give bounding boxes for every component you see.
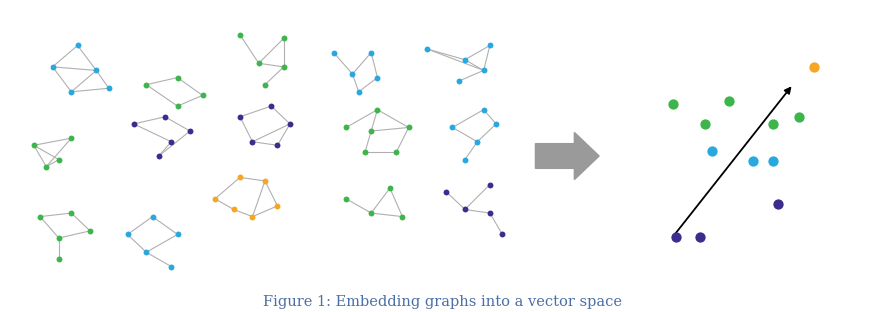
- Point: [65, 89, 79, 94]
- Point: [165, 139, 179, 144]
- Point: [233, 32, 247, 37]
- Point: [171, 104, 185, 109]
- Text: Figure 1: Embedding graphs into a vector space: Figure 1: Embedding graphs into a vector…: [263, 295, 622, 309]
- Point: [771, 201, 785, 206]
- Point: [458, 207, 472, 212]
- Point: [389, 150, 404, 155]
- Point: [345, 71, 359, 76]
- Point: [271, 143, 285, 148]
- Point: [277, 36, 291, 41]
- Point: [45, 64, 59, 69]
- Point: [445, 125, 459, 130]
- Point: [698, 121, 712, 126]
- Point: [127, 121, 141, 126]
- Point: [496, 232, 510, 237]
- Point: [489, 121, 504, 126]
- Point: [439, 189, 453, 194]
- Point: [705, 148, 720, 153]
- Point: [458, 57, 472, 62]
- Point: [251, 61, 266, 66]
- Point: [364, 129, 378, 134]
- Point: [258, 82, 272, 87]
- Point: [451, 79, 466, 84]
- Point: [33, 214, 47, 219]
- Point: [139, 82, 153, 87]
- Point: [483, 182, 497, 187]
- Point: [102, 86, 116, 91]
- Point: [746, 158, 760, 163]
- Point: [89, 68, 104, 73]
- Point: [277, 64, 291, 69]
- Point: [120, 232, 135, 237]
- Point: [470, 139, 484, 144]
- Point: [402, 125, 416, 130]
- Point: [792, 115, 806, 120]
- Point: [233, 114, 247, 119]
- Point: [171, 232, 185, 237]
- Point: [39, 164, 53, 169]
- Point: [327, 50, 341, 55]
- Point: [458, 157, 472, 162]
- Point: [27, 143, 41, 148]
- Point: [83, 228, 97, 233]
- Point: [766, 158, 780, 163]
- Point: [71, 43, 85, 48]
- Point: [165, 264, 179, 269]
- Point: [51, 236, 65, 241]
- Point: [476, 68, 490, 73]
- Point: [258, 178, 272, 183]
- Point: [145, 214, 159, 219]
- Point: [370, 75, 384, 80]
- Point: [271, 203, 285, 208]
- Point: [227, 207, 241, 212]
- Point: [669, 235, 683, 240]
- Point: [233, 175, 247, 180]
- Point: [383, 186, 397, 191]
- Point: [171, 75, 185, 80]
- Point: [370, 107, 384, 112]
- Point: [351, 89, 366, 94]
- Point: [807, 65, 821, 70]
- Point: [151, 154, 165, 158]
- Point: [420, 46, 435, 51]
- Point: [396, 214, 410, 219]
- Point: [65, 211, 79, 216]
- FancyArrow shape: [535, 132, 599, 180]
- Point: [208, 196, 222, 201]
- Point: [666, 101, 680, 106]
- Point: [264, 104, 278, 109]
- Point: [358, 150, 372, 155]
- Point: [139, 250, 153, 255]
- Point: [245, 214, 259, 219]
- Point: [245, 139, 259, 144]
- Point: [283, 121, 297, 126]
- Point: [364, 211, 378, 216]
- Point: [722, 98, 736, 103]
- Point: [693, 235, 707, 240]
- Point: [183, 129, 197, 134]
- Point: [65, 136, 79, 141]
- Point: [476, 107, 490, 112]
- Point: [51, 257, 65, 262]
- Point: [339, 125, 353, 130]
- Point: [339, 196, 353, 201]
- Point: [766, 121, 780, 126]
- Point: [196, 93, 210, 98]
- Point: [158, 114, 172, 119]
- Point: [483, 43, 497, 48]
- Point: [483, 211, 497, 216]
- Point: [364, 50, 378, 55]
- Point: [51, 157, 65, 162]
